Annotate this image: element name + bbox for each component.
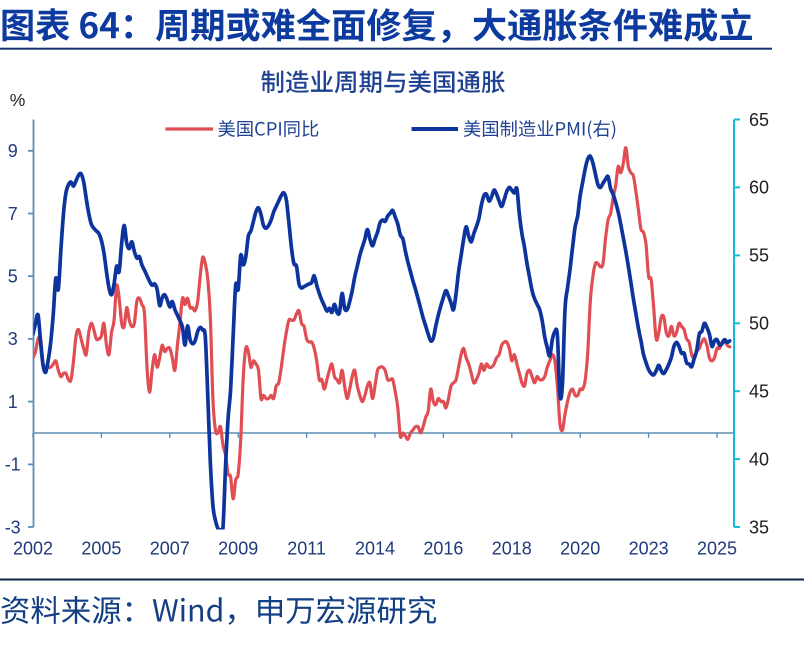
svg-text:2023: 2023 [629, 539, 669, 559]
svg-text:2007: 2007 [150, 539, 190, 559]
svg-text:-1: -1 [5, 455, 21, 475]
svg-text:-3: -3 [5, 517, 21, 537]
svg-text:5: 5 [8, 267, 18, 287]
svg-text:2009: 2009 [218, 539, 258, 559]
svg-text:2018: 2018 [492, 539, 532, 559]
svg-text:45: 45 [749, 382, 769, 402]
svg-text:40: 40 [749, 449, 769, 469]
svg-text:3: 3 [8, 329, 18, 349]
svg-text:50: 50 [749, 314, 769, 334]
svg-text:1: 1 [8, 392, 18, 412]
svg-text:2025: 2025 [697, 539, 737, 559]
svg-text:2002: 2002 [13, 539, 53, 559]
svg-text:55: 55 [749, 246, 769, 266]
svg-text:60: 60 [749, 178, 769, 198]
svg-text:2020: 2020 [560, 539, 600, 559]
svg-text:35: 35 [749, 517, 769, 537]
svg-text:9: 9 [8, 141, 18, 161]
svg-text:2016: 2016 [423, 539, 463, 559]
svg-text:7: 7 [8, 204, 18, 224]
svg-text:2005: 2005 [81, 539, 121, 559]
svg-text:2011: 2011 [287, 539, 326, 559]
svg-text:65: 65 [749, 110, 769, 130]
svg-text:2014: 2014 [355, 539, 395, 559]
svg-text:%: % [10, 90, 26, 110]
